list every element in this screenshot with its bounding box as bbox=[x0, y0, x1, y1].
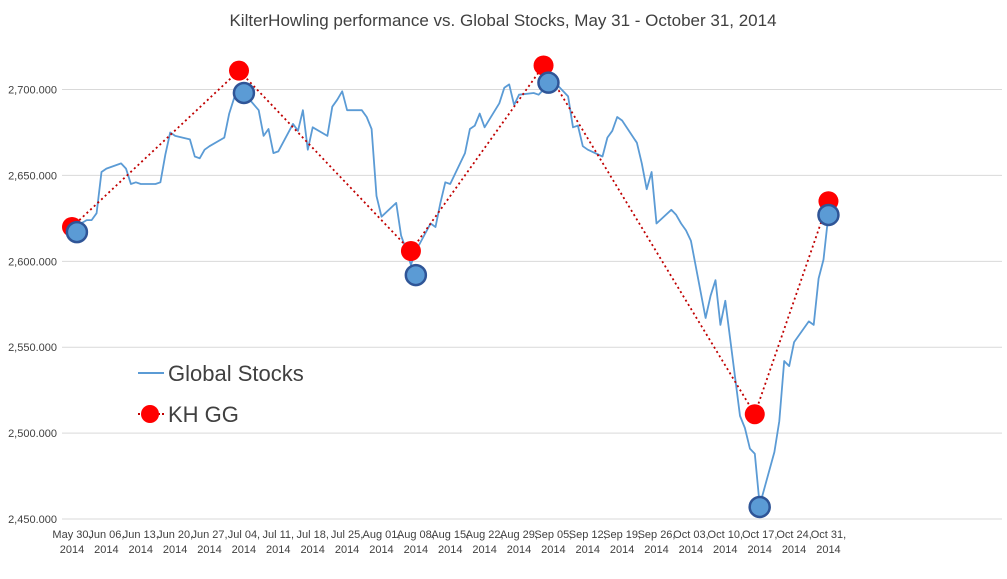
x-tick-label-year: 2014 bbox=[472, 544, 496, 556]
legend-kh-gg-label: KH GG bbox=[168, 402, 239, 427]
global-stocks-point bbox=[65, 220, 89, 244]
global-stocks-point bbox=[232, 81, 256, 105]
x-tick-label-year: 2014 bbox=[266, 544, 290, 556]
x-tick-label: Jul 25, bbox=[331, 529, 363, 541]
global-stocks-point bbox=[748, 495, 771, 519]
y-tick-label: 2,550.000 bbox=[8, 342, 57, 354]
x-tick-label-year: 2014 bbox=[816, 544, 840, 556]
x-tick-label-year: 2014 bbox=[232, 544, 256, 556]
x-tick-label: Jul 04, bbox=[228, 529, 260, 541]
kh-gg-line bbox=[71, 63, 830, 417]
x-tick-label-year: 2014 bbox=[713, 544, 737, 556]
x-tick-label-year: 2014 bbox=[129, 544, 153, 556]
x-tick-label-year: 2014 bbox=[610, 544, 634, 556]
x-tick-label: Aug 08, bbox=[397, 529, 435, 541]
kh-gg-point bbox=[229, 60, 250, 81]
x-tick-label: Oct 24, bbox=[776, 529, 811, 541]
x-tick-label: Oct 03, bbox=[673, 529, 708, 541]
series-lines bbox=[71, 63, 830, 507]
x-tick-label: Jun 13, bbox=[123, 529, 159, 541]
y-tick-label: 2,650.000 bbox=[8, 170, 57, 182]
x-tick-label: Oct 17, bbox=[742, 529, 777, 541]
kh-gg-point bbox=[533, 55, 554, 76]
x-tick-label-year: 2014 bbox=[576, 544, 600, 556]
legend-global-stocks-label: Global Stocks bbox=[168, 361, 304, 386]
x-tick-label-year: 2014 bbox=[163, 544, 187, 556]
x-tick-label-year: 2014 bbox=[438, 544, 462, 556]
x-tick-label-year: 2014 bbox=[507, 544, 531, 556]
x-tick-label-year: 2014 bbox=[541, 544, 565, 556]
x-tick-label-year: 2014 bbox=[644, 544, 668, 556]
x-tick-label-year: 2014 bbox=[94, 544, 118, 556]
x-tick-label-year: 2014 bbox=[404, 544, 428, 556]
series-markers bbox=[62, 55, 840, 519]
x-tick-label: Sep 26, bbox=[638, 529, 676, 541]
x-tick-label-year: 2014 bbox=[679, 544, 703, 556]
x-tick-label-year: 2014 bbox=[60, 544, 84, 556]
y-tick-label: 2,700.000 bbox=[8, 85, 57, 97]
y-axis-ticks: 2,450.000 2,500.000 2,550.000 2,600.000 2,65… bbox=[8, 85, 57, 526]
global-stocks-point bbox=[817, 203, 840, 227]
y-tick-label: 2,500.000 bbox=[8, 428, 57, 440]
x-tick-label-year: 2014 bbox=[782, 544, 806, 556]
x-tick-label-year: 2014 bbox=[197, 544, 221, 556]
y-tick-label: 2,450.000 bbox=[8, 514, 57, 526]
x-tick-label: Sep 05, bbox=[534, 529, 572, 541]
x-tick-label: Jun 27, bbox=[191, 529, 227, 541]
x-tick-label: Aug 01, bbox=[362, 529, 400, 541]
legend-kh-gg-marker bbox=[141, 405, 159, 423]
x-tick-label: Aug 22, bbox=[466, 529, 504, 541]
x-tick-label: Jun 20, bbox=[157, 529, 193, 541]
x-tick-label-year: 2014 bbox=[335, 544, 359, 556]
kh-gg-point bbox=[400, 241, 421, 262]
kh-gg-point bbox=[744, 404, 765, 425]
x-tick-label: Jul 11, bbox=[263, 529, 295, 541]
global-stocks-point bbox=[537, 71, 560, 94]
chart-title: KilterHowling performance vs. Global Sto… bbox=[229, 11, 776, 30]
x-tick-label: Oct 31, bbox=[811, 529, 846, 541]
x-tick-label: May 30, bbox=[52, 529, 91, 541]
legend: Global Stocks KH GG bbox=[138, 361, 304, 427]
x-tick-label: Jul 18, bbox=[296, 529, 328, 541]
x-tick-label-year: 2014 bbox=[747, 544, 771, 556]
x-tick-label: Sep 12, bbox=[569, 529, 607, 541]
x-tick-label: Aug 29, bbox=[500, 529, 538, 541]
x-tick-label-year: 2014 bbox=[300, 544, 324, 556]
global-stocks-line bbox=[71, 80, 830, 507]
global-stocks-point bbox=[404, 263, 428, 287]
x-tick-label: Aug 15, bbox=[431, 529, 469, 541]
y-tick-label: 2,600.000 bbox=[8, 256, 57, 268]
x-tick-label: Jun 06, bbox=[88, 529, 124, 541]
x-tick-label-year: 2014 bbox=[369, 544, 393, 556]
x-tick-label: Oct 10, bbox=[708, 529, 743, 541]
x-tick-label: Sep 19, bbox=[603, 529, 641, 541]
